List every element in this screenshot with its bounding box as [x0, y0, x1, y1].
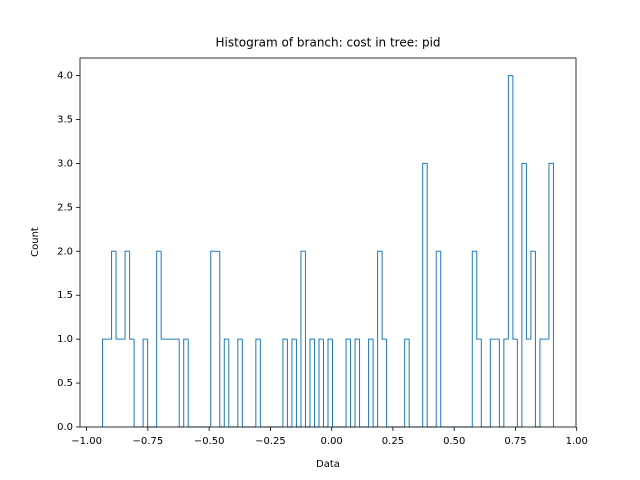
histogram-bin	[304, 251, 310, 428]
histogram-bin	[142, 338, 148, 427]
histogram-bin	[286, 339, 292, 428]
histogram-bin	[255, 338, 261, 427]
histogram-bin	[539, 338, 545, 427]
histogram-bin	[350, 339, 356, 428]
y-tick-label: 0.5	[57, 378, 73, 389]
histogram-bin	[259, 339, 265, 428]
y-tick-label: 1.0	[57, 334, 73, 345]
chart-title: Histogram of branch: cost in tree: pid	[215, 36, 440, 50]
y-tick-label: 2.5	[57, 202, 73, 213]
histogram-bin	[381, 251, 387, 340]
x-tick-label: 0.00	[321, 436, 343, 447]
histogram-bin	[345, 338, 351, 427]
histogram-bin	[426, 163, 432, 428]
y-tick-label: 1.5	[57, 290, 73, 301]
histogram-bin	[530, 250, 536, 340]
x-axis-label: Data	[316, 459, 340, 470]
histogram-bin	[372, 339, 378, 428]
histogram-bin	[476, 251, 482, 340]
histogram-bin	[471, 250, 477, 427]
histogram-bin	[512, 75, 518, 340]
histogram-bin	[291, 338, 297, 427]
histogram-bin	[300, 250, 306, 427]
histogram-bin	[521, 162, 527, 427]
histogram-bin	[237, 338, 243, 427]
histogram-bin	[187, 339, 193, 428]
histogram-bin	[435, 250, 441, 427]
histogram-bin	[322, 339, 328, 428]
x-tick-label: −1.00	[71, 436, 102, 447]
y-axis-label: Count	[30, 227, 41, 257]
x-tick-label: −0.25	[255, 436, 286, 447]
histogram-bin	[332, 339, 338, 428]
histogram-bin	[223, 338, 229, 427]
histogram-bin	[309, 338, 315, 427]
histogram-bin	[516, 339, 522, 428]
histogram-bin	[241, 339, 247, 428]
histogram-bin	[124, 250, 130, 340]
plot-frame	[79, 57, 577, 428]
histogram-bin	[133, 339, 139, 428]
histogram-bin	[129, 251, 135, 340]
histogram-bin	[354, 338, 360, 427]
histogram-bin	[156, 250, 162, 427]
histogram-bin	[210, 250, 216, 427]
histogram-bin	[318, 338, 324, 427]
histogram-bin	[147, 339, 153, 428]
x-tick-label: 0.50	[443, 436, 465, 447]
histogram-bin	[498, 339, 504, 428]
histogram-bin	[440, 251, 446, 428]
histogram-bin	[282, 338, 288, 427]
y-tick-label: 2.0	[57, 246, 73, 257]
histogram-bin	[183, 338, 189, 427]
histogram-bin	[219, 251, 225, 428]
histogram-bin	[503, 338, 509, 427]
histogram-bin	[115, 251, 121, 340]
histogram-bin	[111, 250, 117, 340]
histogram-bin	[313, 339, 319, 428]
histogram-bin	[404, 338, 410, 427]
histogram-bin	[228, 339, 234, 428]
histogram-bin	[525, 163, 531, 340]
x-tick-label: 1.00	[566, 436, 588, 447]
histogram-bin	[408, 339, 414, 428]
histogram-bin	[534, 251, 540, 428]
x-tick-label: −0.50	[194, 436, 225, 447]
histogram-bin	[548, 162, 554, 427]
y-tick-label: 4.0	[57, 71, 73, 82]
histogram-bin	[377, 250, 383, 427]
histogram-bin	[295, 339, 301, 428]
x-tick-label: 0.25	[382, 436, 404, 447]
y-tick-label: 3.0	[57, 158, 73, 169]
histogram-bin	[480, 339, 486, 428]
histogram-bin	[422, 162, 428, 427]
histogram-bin	[178, 339, 184, 428]
x-tick-label: −0.75	[133, 436, 164, 447]
histogram-bin	[386, 339, 392, 428]
y-tick-label: 0.0	[57, 422, 73, 433]
histogram-bin	[102, 338, 108, 427]
y-tick-label: 3.5	[57, 115, 73, 126]
histogram-bin	[368, 338, 374, 427]
histogram-bin	[489, 338, 495, 427]
histogram-bin	[359, 339, 365, 428]
histogram-bin	[160, 251, 166, 340]
x-tick-label: 0.75	[504, 436, 526, 447]
histogram-bin	[507, 75, 513, 340]
histogram-bin	[327, 338, 333, 427]
